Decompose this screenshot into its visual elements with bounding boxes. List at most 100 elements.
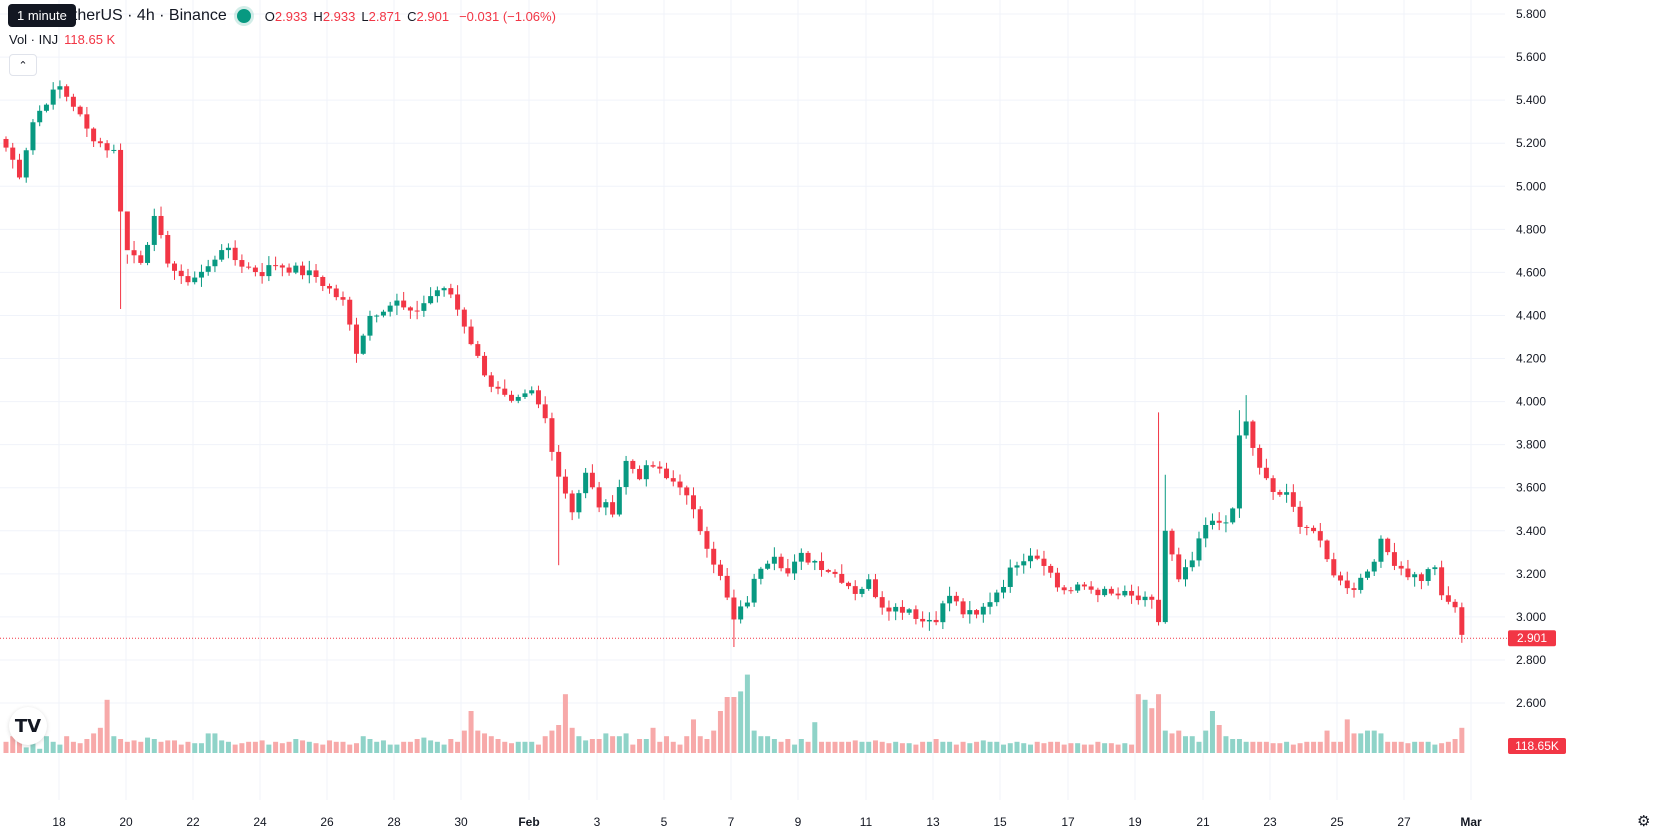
- symbol-legend[interactable]: etherUS · 4h · Binance O2.933 H2.933 L2.87…: [8, 7, 556, 25]
- volume-legend[interactable]: Vol · INJ 118.65 K: [9, 32, 115, 47]
- y-tick-label: 5.800: [1516, 7, 1546, 21]
- y-tick-label: 5.200: [1516, 136, 1546, 150]
- candle-body: [940, 603, 946, 623]
- volume-bar: [380, 740, 386, 753]
- volume-bar: [219, 740, 225, 753]
- volume-bar: [562, 694, 568, 753]
- candle-body: [387, 305, 393, 312]
- volume-bar: [1445, 741, 1451, 753]
- candle-body: [819, 560, 825, 571]
- volume-bar: [333, 741, 339, 753]
- volume-bar: [872, 740, 878, 753]
- volume-bar: [232, 744, 238, 753]
- candle-body: [353, 324, 359, 354]
- candle-body: [1391, 552, 1397, 566]
- x-tick-label: 28: [387, 815, 401, 829]
- volume-bar: [529, 741, 535, 753]
- x-tick-label: 25: [1330, 815, 1344, 829]
- candle-body: [744, 602, 750, 607]
- candle-body: [145, 244, 151, 263]
- candle-body: [1331, 559, 1337, 576]
- candle-body: [1021, 561, 1027, 566]
- volume-bar: [374, 741, 380, 753]
- tradingview-logo-icon[interactable]: TV: [9, 707, 47, 745]
- y-tick-label: 4.800: [1516, 222, 1546, 236]
- candle-body: [1304, 526, 1310, 528]
- volume-bar: [899, 743, 905, 753]
- candle-body: [1432, 567, 1438, 570]
- volume-bar: [1142, 699, 1148, 753]
- volume-bar: [421, 737, 427, 753]
- volume-bar: [1088, 744, 1094, 753]
- volume-bar: [50, 741, 56, 753]
- candle-body: [360, 335, 366, 354]
- volume-bar: [495, 739, 501, 753]
- x-tick-label: 19: [1128, 815, 1142, 829]
- y-tick-label: 5.400: [1516, 93, 1546, 107]
- candle-body: [906, 609, 912, 613]
- symbol-title[interactable]: etherUS · 4h · Binance: [64, 7, 227, 24]
- volume-bar: [690, 719, 696, 753]
- ohlc-value: 2.933: [322, 9, 356, 24]
- volume-bar: [1027, 744, 1033, 753]
- volume-bar: [825, 741, 831, 753]
- candle-body: [1277, 491, 1283, 495]
- candle-body: [1358, 577, 1364, 590]
- volume-bar: [353, 743, 359, 753]
- x-tick-label: 7: [728, 815, 735, 829]
- candle-body: [657, 466, 663, 469]
- candle-body: [926, 619, 932, 622]
- ohlc-key: O: [264, 9, 275, 24]
- candle-body: [1324, 540, 1330, 560]
- x-tick-label: 30: [454, 815, 468, 829]
- chevron-up-icon[interactable]: ⌃: [9, 54, 37, 76]
- candle-body: [1129, 590, 1135, 596]
- gear-icon[interactable]: ⚙: [1637, 813, 1651, 830]
- volume-bar: [549, 730, 555, 753]
- volume-bar: [717, 711, 723, 753]
- x-tick-label: 18: [52, 815, 66, 829]
- candle-body: [1014, 565, 1020, 568]
- candle-body: [1250, 421, 1256, 448]
- candle-body: [529, 390, 535, 394]
- volume-bar: [744, 674, 750, 753]
- candle-body: [111, 149, 117, 151]
- volume-bar: [43, 736, 49, 753]
- candle-body: [1061, 587, 1067, 591]
- x-tick-label: 21: [1196, 815, 1210, 829]
- volume-bar: [731, 697, 737, 753]
- volume-bar: [178, 744, 184, 753]
- volume-bar: [846, 741, 851, 753]
- volume-bar: [239, 743, 245, 753]
- candle-body: [77, 106, 83, 115]
- candle-body: [771, 556, 777, 564]
- candle-body: [792, 561, 798, 574]
- last-volume-label: 118.65K: [1515, 739, 1559, 753]
- volume-bar: [1351, 733, 1357, 753]
- volume-bar: [455, 741, 461, 753]
- candle-body: [805, 552, 811, 563]
- candle-body: [118, 149, 124, 212]
- candle-body: [380, 311, 386, 316]
- x-tick-label: 11: [860, 815, 873, 829]
- volume-bar: [1102, 743, 1108, 753]
- volume-bar: [57, 744, 63, 753]
- volume-bar: [933, 739, 939, 753]
- candle-body: [562, 476, 568, 494]
- volume-bar: [556, 725, 562, 753]
- candle-body: [542, 404, 548, 419]
- y-tick-label: 5.600: [1516, 50, 1546, 64]
- candle-body: [549, 418, 555, 452]
- ohlc-key: H: [313, 9, 323, 24]
- volume-bar: [394, 744, 400, 753]
- volume-bar: [286, 741, 292, 753]
- volume-bar: [758, 736, 764, 753]
- candle-body: [246, 266, 252, 268]
- volume-bar: [1378, 733, 1384, 753]
- y-tick-label: 3.200: [1516, 567, 1546, 581]
- volume-bar: [1270, 743, 1276, 753]
- candle-body: [1088, 586, 1094, 590]
- price-overlay: 2.901 118.65K: [0, 630, 1566, 754]
- x-tick-label: 26: [320, 815, 334, 829]
